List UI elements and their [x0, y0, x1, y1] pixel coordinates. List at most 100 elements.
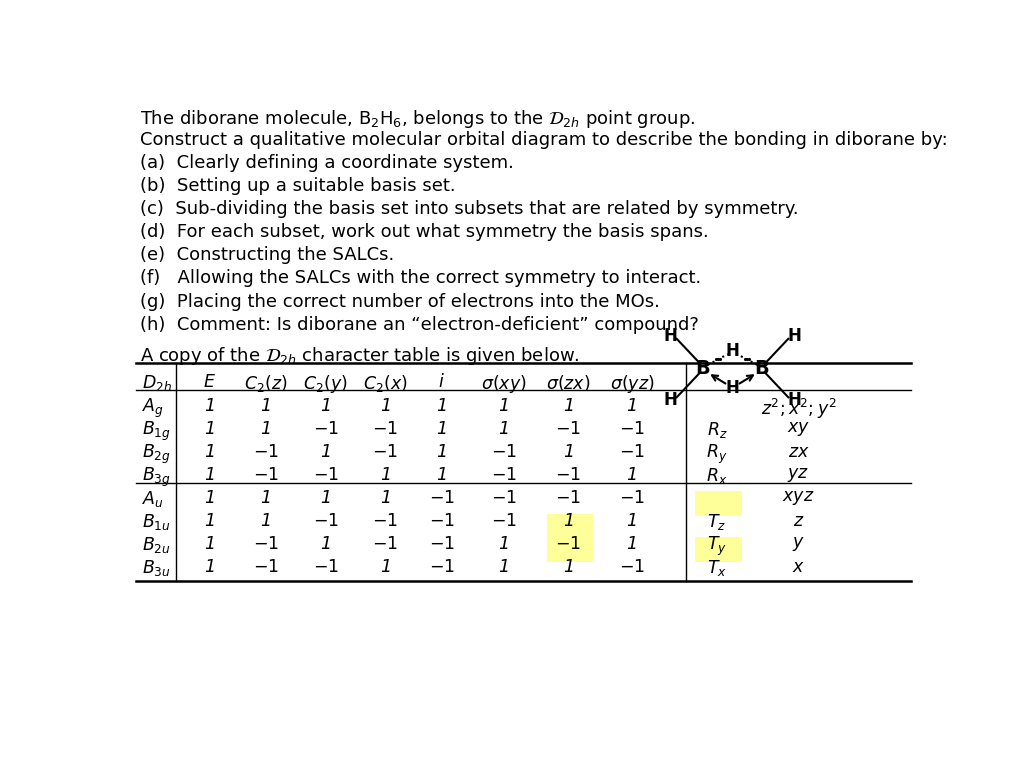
Text: $B_{3g}$: $B_{3g}$: [142, 466, 171, 489]
FancyBboxPatch shape: [547, 537, 593, 562]
Text: 1: 1: [436, 466, 447, 484]
Text: 1: 1: [204, 443, 215, 461]
Text: $-1$: $-1$: [253, 535, 279, 553]
Text: $-1$: $-1$: [429, 512, 455, 530]
Text: $-1$: $-1$: [373, 419, 398, 438]
Text: $-1$: $-1$: [373, 535, 398, 553]
Text: 1: 1: [204, 466, 215, 484]
Text: (c)  Sub-dividing the basis set into subsets that are related by symmetry.: (c) Sub-dividing the basis set into subs…: [139, 200, 799, 218]
Text: $z^2; x^2; y^2$: $z^2; x^2; y^2$: [761, 397, 837, 421]
Text: (a)  Clearly defining a coordinate system.: (a) Clearly defining a coordinate system…: [139, 154, 513, 172]
Text: $zx$: $zx$: [787, 443, 809, 461]
Text: (f)   Allowing the SALCs with the correct symmetry to interact.: (f) Allowing the SALCs with the correct …: [139, 269, 700, 288]
Text: B: B: [755, 359, 769, 378]
Text: H: H: [664, 327, 678, 344]
Text: 1: 1: [436, 397, 447, 415]
Text: 1: 1: [380, 489, 391, 507]
Text: $-1$: $-1$: [373, 443, 398, 461]
FancyBboxPatch shape: [695, 491, 741, 516]
Text: $-1$: $-1$: [253, 443, 279, 461]
Text: $-1$: $-1$: [490, 466, 517, 484]
Text: $-1$: $-1$: [312, 558, 339, 576]
Text: $-1$: $-1$: [555, 466, 582, 484]
Text: 1: 1: [380, 466, 391, 484]
Text: 1: 1: [627, 535, 637, 553]
Text: $R_z$: $R_z$: [707, 419, 727, 440]
Text: H: H: [787, 327, 802, 344]
Text: $C_2(x)$: $C_2(x)$: [362, 373, 408, 394]
Text: $B_{1u}$: $B_{1u}$: [142, 512, 171, 532]
Text: 1: 1: [499, 558, 509, 576]
Text: 1: 1: [204, 535, 215, 553]
Text: $-1$: $-1$: [312, 466, 339, 484]
Text: $E$: $E$: [203, 373, 216, 391]
Text: $C_2(z)$: $C_2(z)$: [244, 373, 288, 394]
Text: $A_u$: $A_u$: [142, 489, 164, 509]
Text: 1: 1: [321, 489, 331, 507]
Text: $-1$: $-1$: [429, 535, 455, 553]
Text: 1: 1: [563, 397, 573, 415]
Text: 1: 1: [260, 397, 271, 415]
Text: H: H: [726, 342, 739, 360]
Text: 1: 1: [321, 397, 331, 415]
Text: $-1$: $-1$: [253, 558, 279, 576]
Text: 1: 1: [260, 512, 271, 530]
Text: $-1$: $-1$: [312, 419, 339, 438]
FancyBboxPatch shape: [547, 514, 593, 539]
Text: 1: 1: [260, 419, 271, 438]
Text: 1: 1: [563, 558, 573, 576]
Text: (e)  Constructing the SALCs.: (e) Constructing the SALCs.: [139, 246, 394, 264]
Text: 1: 1: [204, 512, 215, 530]
Text: $-1$: $-1$: [618, 419, 645, 438]
Text: 1: 1: [204, 558, 215, 576]
FancyBboxPatch shape: [695, 537, 741, 562]
Text: $-1$: $-1$: [253, 466, 279, 484]
Text: $R_x$: $R_x$: [707, 466, 728, 486]
Text: 1: 1: [499, 419, 509, 438]
Text: $xy$: $xy$: [786, 419, 810, 438]
Text: $C_2(y)$: $C_2(y)$: [303, 373, 348, 395]
Text: $-1$: $-1$: [618, 443, 645, 461]
Text: $A_g$: $A_g$: [142, 397, 164, 419]
Text: 1: 1: [260, 489, 271, 507]
Text: H: H: [787, 391, 802, 410]
Text: $-1$: $-1$: [555, 535, 582, 553]
Text: 1: 1: [204, 419, 215, 438]
Text: (d)  For each subset, work out what symmetry the basis spans.: (d) For each subset, work out what symme…: [139, 223, 709, 241]
Text: $\sigma(yz)$: $\sigma(yz)$: [609, 373, 654, 395]
Text: $xyz$: $xyz$: [782, 489, 815, 507]
Text: $-1$: $-1$: [618, 558, 645, 576]
Text: 1: 1: [627, 466, 637, 484]
Text: $D_{2h}$: $D_{2h}$: [142, 373, 172, 394]
Text: (h)  Comment: Is diborane an “electron-deficient” compound?: (h) Comment: Is diborane an “electron-de…: [139, 316, 698, 334]
Text: 1: 1: [380, 558, 391, 576]
Text: (b)  Setting up a suitable basis set.: (b) Setting up a suitable basis set.: [139, 177, 456, 195]
Text: $-1$: $-1$: [429, 558, 455, 576]
Text: $B_{1g}$: $B_{1g}$: [142, 419, 171, 443]
Text: H: H: [664, 391, 678, 410]
Text: 1: 1: [499, 535, 509, 553]
Text: The diborane molecule, B$_2$H$_6$, belongs to the $\mathcal{D}_{2h}$ point group: The diborane molecule, B$_2$H$_6$, belon…: [139, 107, 695, 129]
Text: B: B: [695, 359, 711, 378]
Text: $B_{3u}$: $B_{3u}$: [142, 558, 171, 578]
Text: A copy of the $\mathcal{D}_{2h}$ character table is given below.: A copy of the $\mathcal{D}_{2h}$ charact…: [139, 345, 580, 367]
Text: 1: 1: [499, 397, 509, 415]
Text: 1: 1: [204, 489, 215, 507]
Text: $-1$: $-1$: [373, 512, 398, 530]
Text: 1: 1: [627, 512, 637, 530]
Text: 1: 1: [204, 397, 215, 415]
Text: 1: 1: [436, 419, 447, 438]
Text: $-1$: $-1$: [555, 489, 582, 507]
Text: $-1$: $-1$: [555, 419, 582, 438]
Text: Construct a qualitative molecular orbital diagram to describe the bonding in dib: Construct a qualitative molecular orbita…: [139, 131, 947, 149]
Text: (g)  Placing the correct number of electrons into the MOs.: (g) Placing the correct number of electr…: [139, 292, 659, 310]
Text: 1: 1: [321, 535, 331, 553]
Text: $R_y$: $R_y$: [707, 443, 728, 466]
Text: $\sigma(xy)$: $\sigma(xy)$: [481, 373, 526, 395]
Text: 1: 1: [436, 443, 447, 461]
Text: $-1$: $-1$: [490, 512, 517, 530]
Text: $T_z$: $T_z$: [708, 512, 727, 532]
Text: $T_x$: $T_x$: [707, 558, 727, 578]
Text: H: H: [726, 379, 739, 397]
Text: $T_y$: $T_y$: [707, 535, 727, 559]
